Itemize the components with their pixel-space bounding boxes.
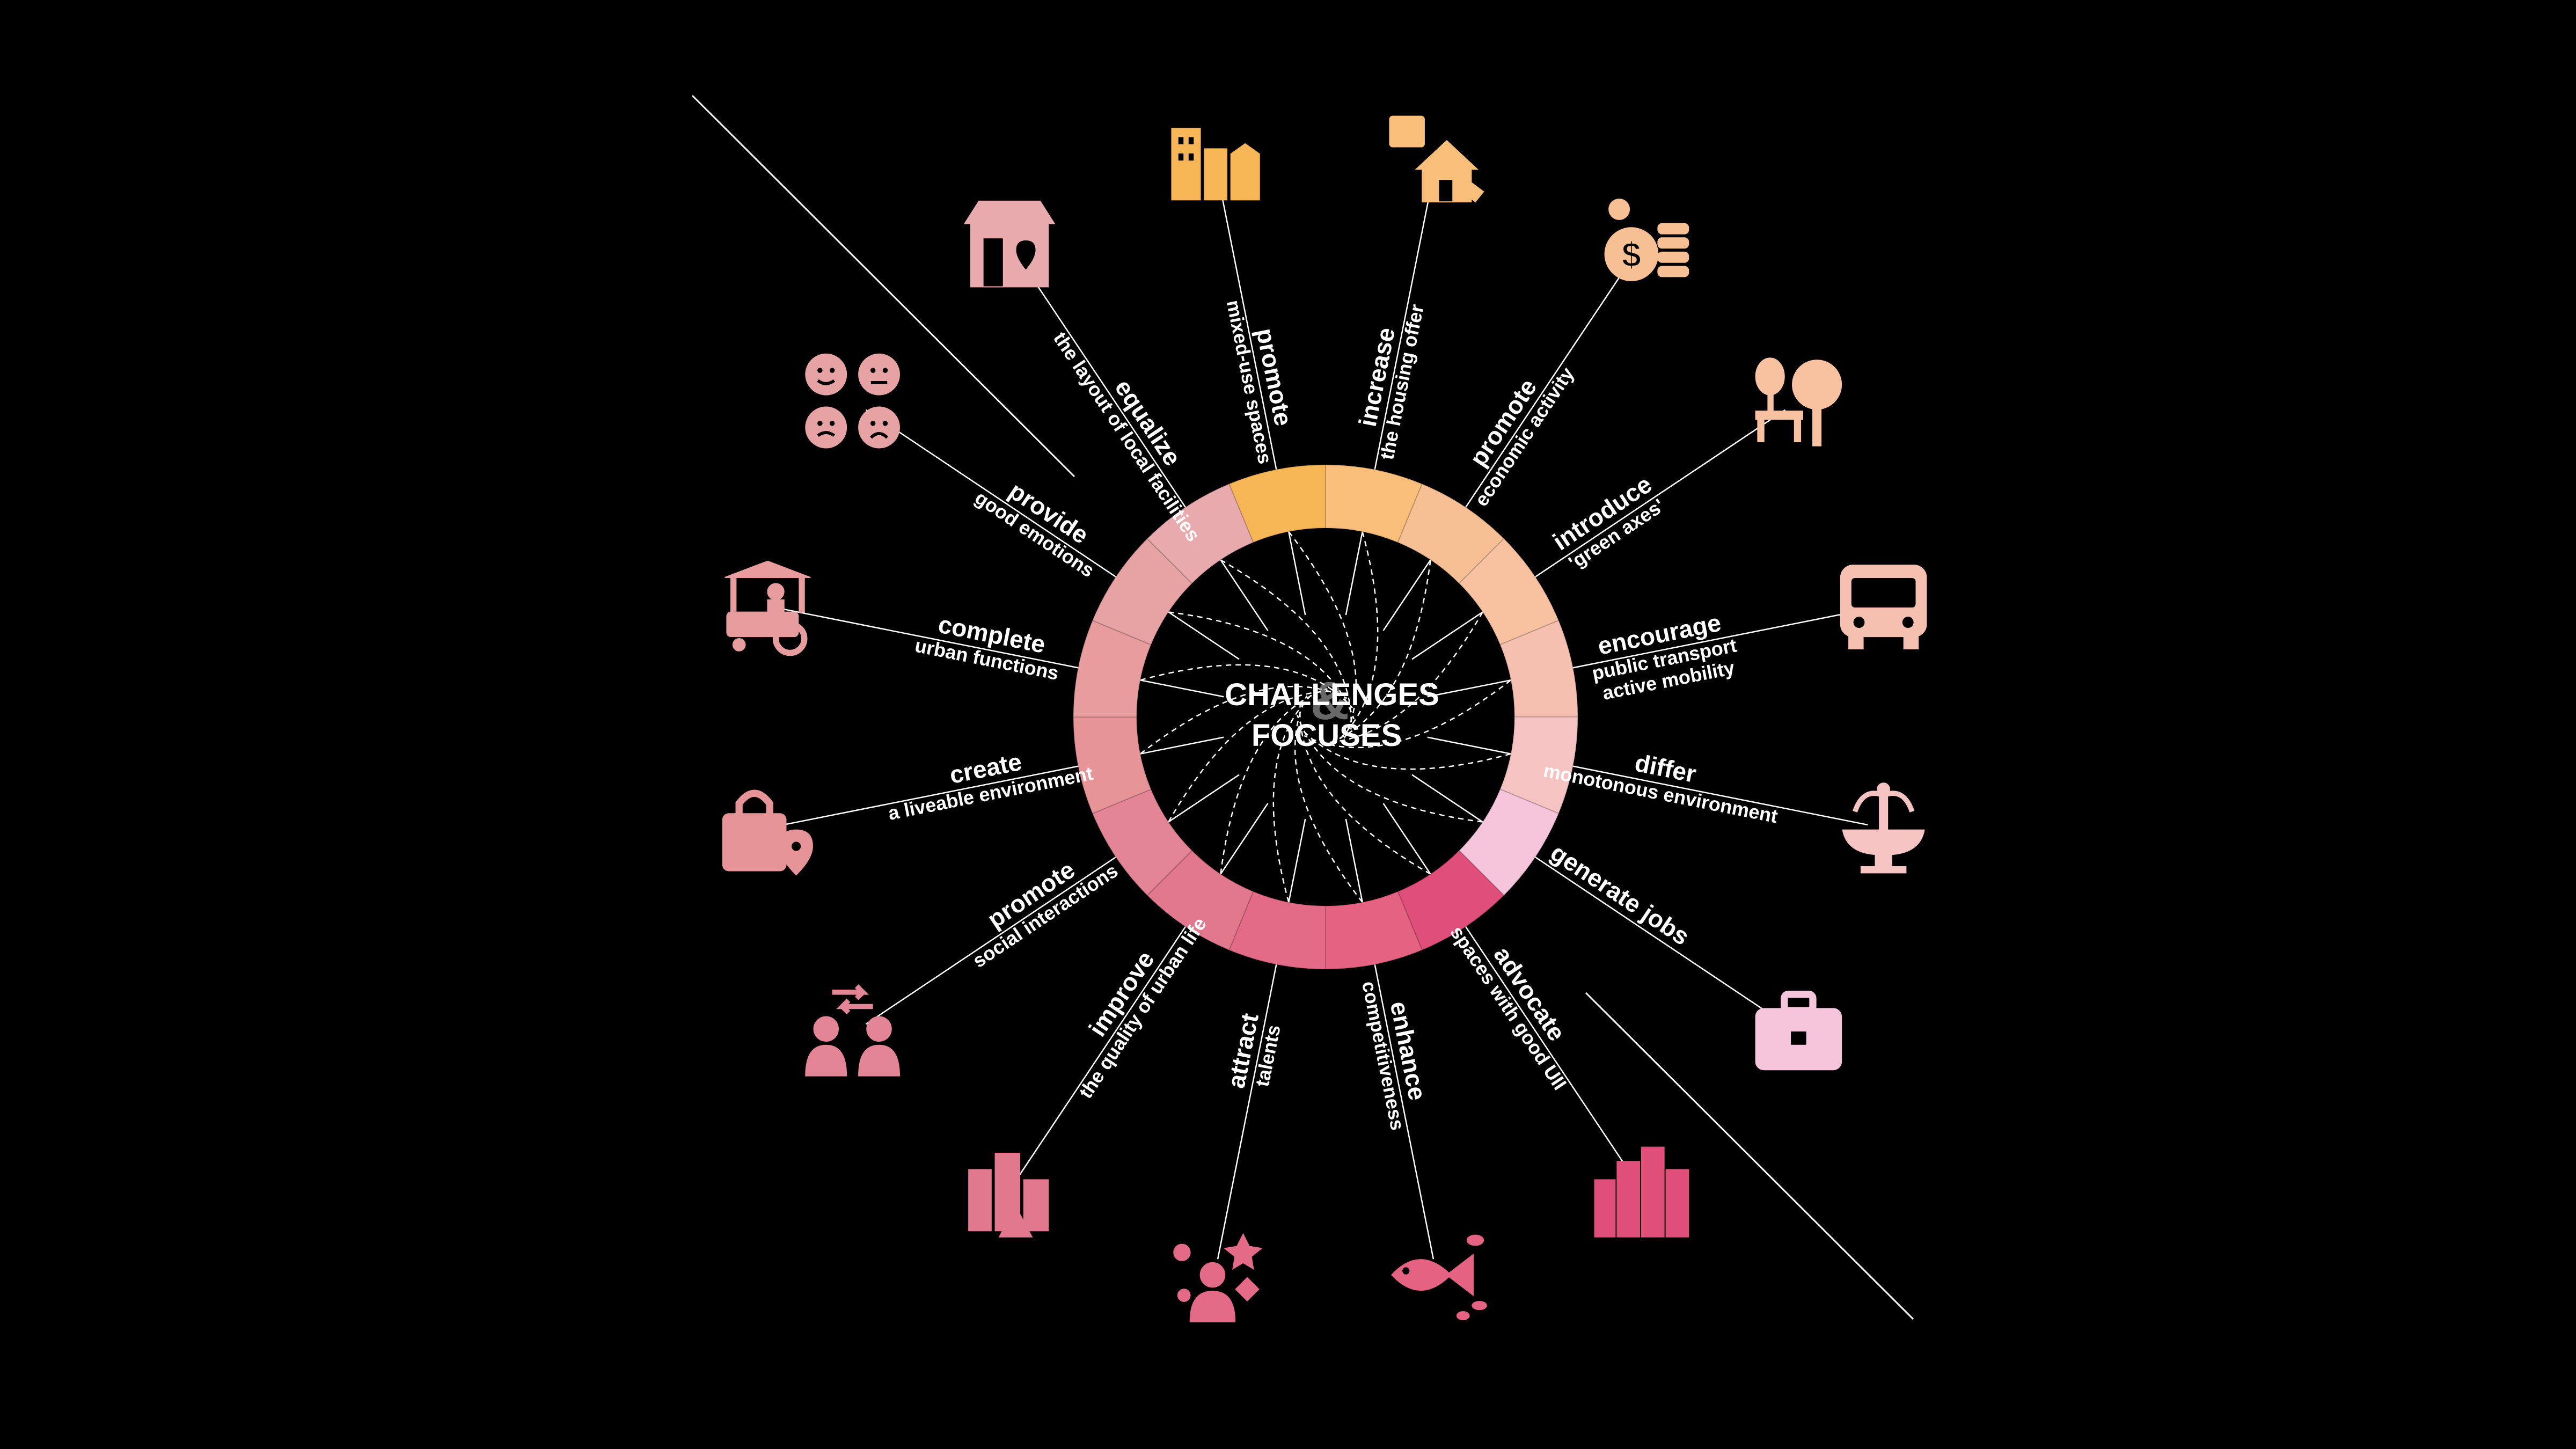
connector-curve bbox=[1297, 715, 1483, 823]
focus-label: introduce'green axes' bbox=[1548, 470, 1668, 574]
mixed-use-buildings-icon bbox=[1171, 128, 1260, 201]
connector-curve bbox=[1288, 531, 1357, 739]
connector-curve bbox=[1313, 611, 1483, 743]
leader-line bbox=[1345, 818, 1435, 1260]
connector-curve bbox=[1298, 726, 1511, 770]
ring-segment bbox=[1146, 483, 1254, 584]
center-ampersand: & bbox=[1311, 671, 1349, 731]
food-cart-vendor-icon bbox=[725, 561, 811, 653]
connector-curve bbox=[1304, 679, 1512, 749]
leader-line bbox=[1345, 174, 1435, 616]
leader-line bbox=[783, 736, 1224, 826]
leader-line bbox=[1382, 803, 1634, 1177]
connector-curve bbox=[1299, 704, 1431, 875]
connector-curve bbox=[1220, 559, 1352, 730]
connector-curve bbox=[1334, 531, 1379, 744]
connector-curve bbox=[1272, 690, 1317, 903]
ring-segment bbox=[1397, 850, 1505, 951]
connector-curve bbox=[1294, 695, 1363, 903]
focus-label: generate jobs bbox=[1546, 838, 1695, 950]
city-skyline-icon bbox=[1594, 1146, 1689, 1238]
shop-location-icon bbox=[964, 200, 1055, 288]
connector-curve bbox=[1140, 664, 1353, 708]
big-fish-icon bbox=[1391, 1234, 1487, 1321]
house-calendar-tag-icon bbox=[1389, 115, 1484, 203]
connector-curve bbox=[1168, 611, 1355, 719]
leader-lines bbox=[783, 174, 1868, 1260]
ring-segment bbox=[1325, 464, 1423, 544]
connector-curve bbox=[1323, 560, 1431, 746]
leader-line bbox=[1427, 736, 1868, 826]
leader-line bbox=[1018, 257, 1269, 631]
dashed-connector-curves bbox=[1139, 531, 1512, 903]
leader-line bbox=[1217, 174, 1306, 616]
fountain-icon bbox=[1843, 783, 1924, 873]
leader-line bbox=[865, 774, 1240, 1025]
leader-line bbox=[1382, 257, 1634, 631]
leader-line bbox=[1427, 608, 1868, 698]
leader-line bbox=[783, 608, 1224, 698]
people-shapes-icon bbox=[1173, 1233, 1262, 1322]
bus-icon bbox=[1840, 565, 1927, 649]
ring-segment bbox=[1092, 538, 1193, 646]
center-title-line1: CHALLENGES bbox=[1225, 677, 1439, 712]
ring-segment bbox=[1458, 538, 1560, 646]
ring-segment bbox=[1458, 788, 1560, 896]
money-coins-icon bbox=[1604, 199, 1689, 281]
leader-line bbox=[865, 409, 1240, 660]
connector-curve bbox=[1220, 688, 1328, 874]
decorative-diagonal-line-bottom bbox=[1585, 992, 1914, 1320]
leader-line bbox=[1217, 818, 1306, 1260]
focus-verb: generate jobs bbox=[1546, 838, 1695, 950]
ring-segment bbox=[1092, 788, 1193, 896]
connector-curve bbox=[1139, 685, 1348, 755]
decorative-diagonal-line-top bbox=[691, 94, 1075, 478]
city-trees-icon bbox=[968, 1153, 1049, 1238]
emotion-faces-icon bbox=[806, 354, 899, 448]
connector-curve bbox=[1168, 691, 1338, 823]
leader-line bbox=[1411, 409, 1786, 660]
focus-ring bbox=[1072, 464, 1579, 970]
bag-location-icon bbox=[723, 793, 813, 875]
leader-line bbox=[1018, 803, 1269, 1177]
briefcase-icon bbox=[1756, 994, 1842, 1070]
park-bench-tree-icon bbox=[1755, 357, 1842, 447]
center-title-line2: FOCUSES bbox=[1252, 718, 1402, 753]
people-exchange-icon bbox=[806, 986, 899, 1076]
leader-line bbox=[1411, 774, 1786, 1025]
